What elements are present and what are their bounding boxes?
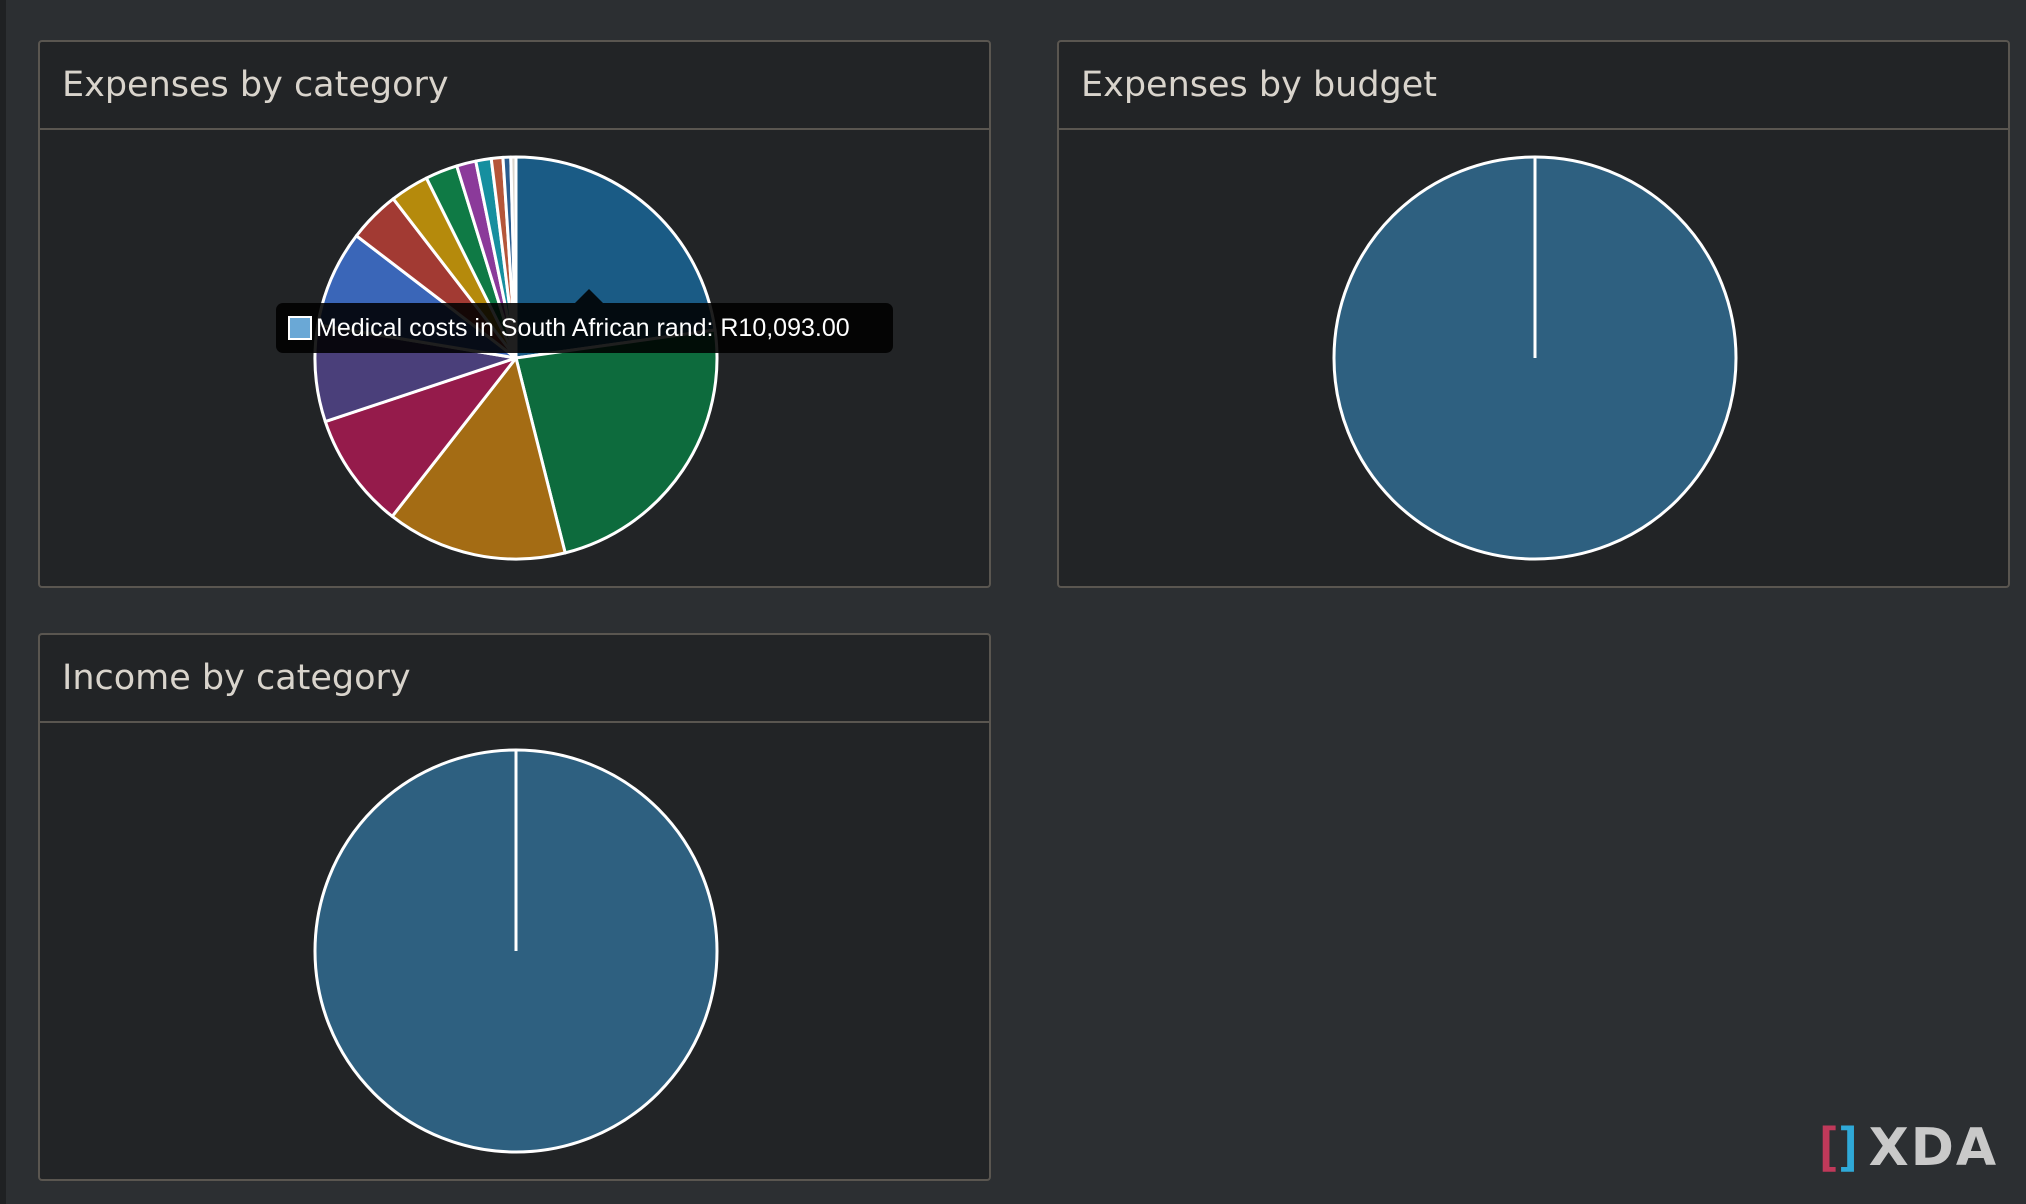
expenses-by-category-chart xyxy=(40,130,989,586)
income-by-category-panel: Income by category xyxy=(38,633,991,1181)
income-by-category-chart xyxy=(40,723,989,1179)
xda-logo-bracket-right: ] xyxy=(1833,1118,1865,1178)
expenses-by-budget-pie[interactable] xyxy=(1059,130,2012,586)
income-by-category-title: Income by category xyxy=(40,635,989,723)
income-by-category-pie[interactable] xyxy=(40,723,993,1179)
xda-logo: [ ] XDA xyxy=(1812,1118,1998,1178)
expenses-by-budget-chart xyxy=(1059,130,2008,586)
expenses-by-category-pie[interactable] xyxy=(40,130,993,586)
expenses-by-category-title: Expenses by category xyxy=(40,42,989,130)
expenses-by-category-slice-1[interactable] xyxy=(514,328,719,555)
xda-logo-bracket-left: [ xyxy=(1812,1118,1844,1178)
expenses-by-budget-title: Expenses by budget xyxy=(1059,42,2008,130)
tooltip-text: Medical costs in South African rand: R10… xyxy=(316,313,850,342)
tooltip-color-swatch xyxy=(288,316,312,340)
xda-logo-text: XDA xyxy=(1868,1118,1999,1178)
expenses-by-category-slice-3[interactable] xyxy=(323,356,518,518)
expenses-by-budget-panel: Expenses by budget xyxy=(1057,40,2010,588)
expenses-by-category-slice-2[interactable] xyxy=(390,356,567,561)
left-edge-strip xyxy=(0,0,6,1204)
chart-tooltip: Medical costs in South African rand: R10… xyxy=(276,289,893,353)
